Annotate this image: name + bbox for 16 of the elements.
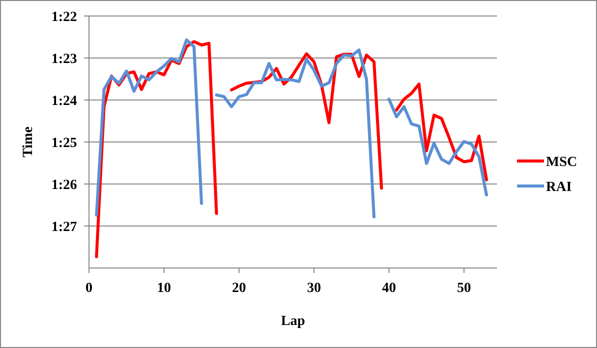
x-tick-label: 10 — [157, 281, 171, 296]
x-tick-label: 30 — [307, 281, 321, 296]
y-tick-label: 1:26 — [51, 178, 77, 193]
y-tick-label: 1:27 — [51, 220, 77, 235]
x-tick-label: 20 — [232, 281, 246, 296]
y-axis-title: Time — [21, 126, 36, 158]
x-tick-label: 0 — [86, 281, 92, 296]
y-tick-label: 1:22 — [51, 10, 77, 25]
x-tick-label: 40 — [382, 281, 396, 296]
legend-label: MSC — [546, 154, 578, 170]
x-tick-label: 50 — [457, 281, 471, 296]
x-axis-title: Lap — [280, 314, 306, 329]
y-tick-label: 1:25 — [51, 136, 77, 151]
y-tick-label: 1:23 — [51, 52, 77, 67]
y-tick-label: 1:24 — [51, 94, 77, 109]
legend-label: RAI — [546, 180, 572, 195]
